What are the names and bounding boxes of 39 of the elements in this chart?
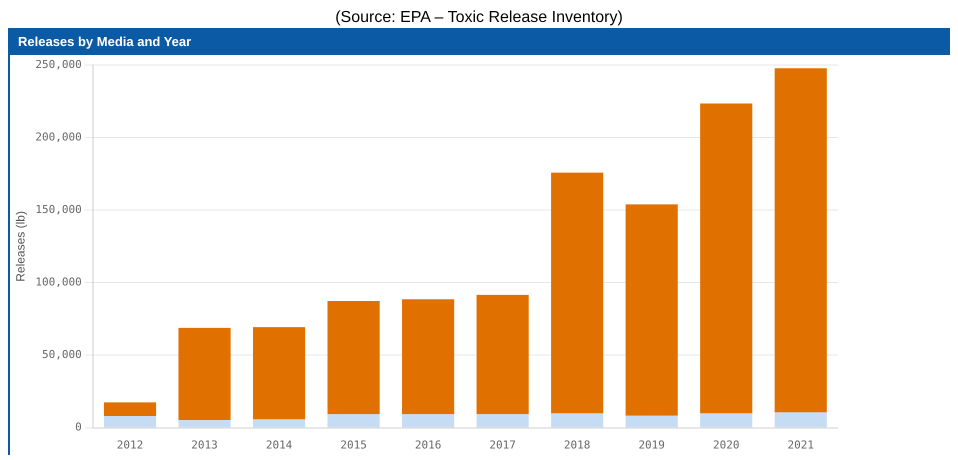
x-tick-label: 2012 [116, 438, 144, 452]
x-tick-label: 2018 [564, 438, 590, 452]
bar [178, 328, 231, 420]
x-tick-label: 2019 [638, 438, 665, 452]
bar [178, 420, 231, 428]
bar [476, 414, 529, 428]
bar [551, 172, 604, 414]
chart-title: Releases by Media and Year [8, 28, 950, 55]
bar [774, 68, 827, 412]
y-tick-label: 200,000 [35, 130, 82, 144]
y-tick-label: 100,000 [35, 276, 82, 289]
text: (Source: EPA – Toxic Release Inventory) [334, 8, 624, 28]
y-axis-title: Releases (lb) [14, 211, 28, 282]
bar [104, 416, 156, 428]
x-tick-label: 2021 [787, 438, 814, 452]
bar [328, 300, 380, 414]
x-tick-label: 2017 [489, 438, 516, 452]
x-tick-label: 2014 [266, 438, 293, 452]
bar [700, 103, 752, 414]
bar [476, 294, 529, 414]
bar [402, 414, 454, 428]
x-tick-label: 2020 [712, 438, 740, 452]
bar [774, 412, 827, 428]
y-tick-label: 0 [75, 420, 82, 434]
bar [551, 413, 604, 428]
y-tick-label: 50,000 [42, 348, 82, 362]
x-tick-label: 2016 [414, 438, 442, 452]
bar [104, 402, 156, 416]
y-tick-label: 150,000 [35, 202, 82, 216]
x-tick-label: 2015 [340, 438, 367, 452]
bar [328, 414, 380, 428]
bar [700, 413, 752, 428]
bar [626, 204, 678, 416]
bar [402, 299, 454, 414]
x-tick-label: 2013 [191, 438, 218, 452]
bar [252, 327, 306, 420]
bar [626, 416, 678, 428]
bar [252, 419, 306, 428]
y-tick-label: 250,000 [35, 58, 82, 71]
